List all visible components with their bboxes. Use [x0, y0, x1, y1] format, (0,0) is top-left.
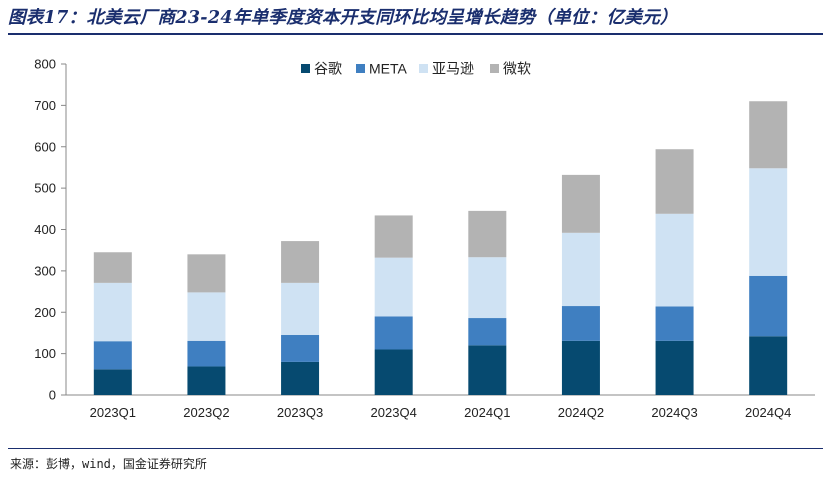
- x-tick-label: 2024Q3: [651, 405, 697, 420]
- legend-swatch: [490, 64, 499, 73]
- bar-segment: [187, 366, 226, 395]
- legend-swatch: [419, 64, 428, 73]
- bars: [93, 101, 788, 395]
- bar-segment: [655, 149, 694, 214]
- y-tick-label: 100: [34, 346, 56, 361]
- bar-segment: [468, 345, 507, 395]
- bar-segment: [561, 232, 600, 307]
- bar-segment: [281, 282, 320, 336]
- stacked-bar-chart: 谷歌 META 亚马逊 微软 0 100 200 300 400 500 600 700 800 20…: [34, 57, 815, 420]
- bar-segment: [468, 318, 507, 346]
- chart-title: 图表17：北美云厂商23-24年单季度资本开支同环比均呈增长趋势（单位：亿美元）: [8, 8, 678, 28]
- y-tick-label: 0: [49, 388, 56, 403]
- bar-segment: [749, 168, 788, 276]
- bar-segment: [374, 257, 413, 317]
- legend-swatch: [356, 64, 365, 73]
- x-tick-label: 2024Q1: [464, 405, 510, 420]
- x-tick-label: 2024Q2: [558, 405, 604, 420]
- legend-label: META: [369, 61, 408, 77]
- bar-segment: [281, 241, 320, 283]
- bar-segment: [468, 257, 507, 319]
- x-tick-label: 2024Q4: [745, 405, 791, 420]
- bar-segment: [655, 213, 694, 307]
- legend-label: 微软: [503, 61, 531, 77]
- x-tick-label: 2023Q3: [277, 405, 323, 420]
- bar-segment: [187, 340, 226, 367]
- source-note: 来源：彭博，wind，国金证券研究所: [10, 457, 207, 471]
- legend-swatch: [301, 64, 310, 73]
- bar-segment: [374, 316, 413, 350]
- bar-segment: [281, 361, 320, 395]
- bar-segment: [749, 101, 788, 169]
- legend-label: 亚马逊: [432, 61, 474, 77]
- footer-divider: [8, 448, 823, 449]
- bar-segment: [93, 369, 132, 395]
- bar-segment: [281, 335, 320, 362]
- y-tick-label: 200: [34, 305, 56, 320]
- bar-segment: [561, 340, 600, 395]
- x-tick-label: 2023Q2: [183, 405, 229, 420]
- x-axis: 2023Q1 2023Q2 2023Q3 2023Q4 2024Q1 2024Q2 2024…: [66, 394, 815, 420]
- y-tick-label: 800: [34, 57, 56, 72]
- bar-segment: [93, 341, 132, 370]
- bar-segment: [468, 210, 507, 258]
- bar-segment: [374, 349, 413, 395]
- y-tick-label: 600: [34, 139, 56, 154]
- x-tick-label: 2023Q4: [371, 405, 417, 420]
- bar-segment: [561, 174, 600, 233]
- legend: 谷歌 META 亚马逊 微软: [301, 61, 531, 77]
- bar-segment: [187, 254, 226, 293]
- legend-label: 谷歌: [314, 61, 342, 77]
- bar-segment: [374, 215, 413, 258]
- bar-segment: [655, 340, 694, 395]
- bar-segment: [561, 306, 600, 341]
- x-tick-label: 2023Q1: [90, 405, 136, 420]
- bar-segment: [749, 275, 788, 337]
- title-divider: [8, 33, 823, 35]
- bar-segment: [655, 306, 694, 341]
- y-axis: 0 100 200 300 400 500 600 700 800: [34, 57, 67, 403]
- y-tick-label: 400: [34, 222, 56, 237]
- bar-segment: [749, 336, 788, 395]
- bar-segment: [93, 282, 132, 342]
- y-tick-label: 300: [34, 263, 56, 278]
- bar-segment: [93, 252, 132, 283]
- y-tick-label: 500: [34, 181, 56, 196]
- y-tick-label: 700: [34, 98, 56, 113]
- bar-segment: [187, 292, 226, 341]
